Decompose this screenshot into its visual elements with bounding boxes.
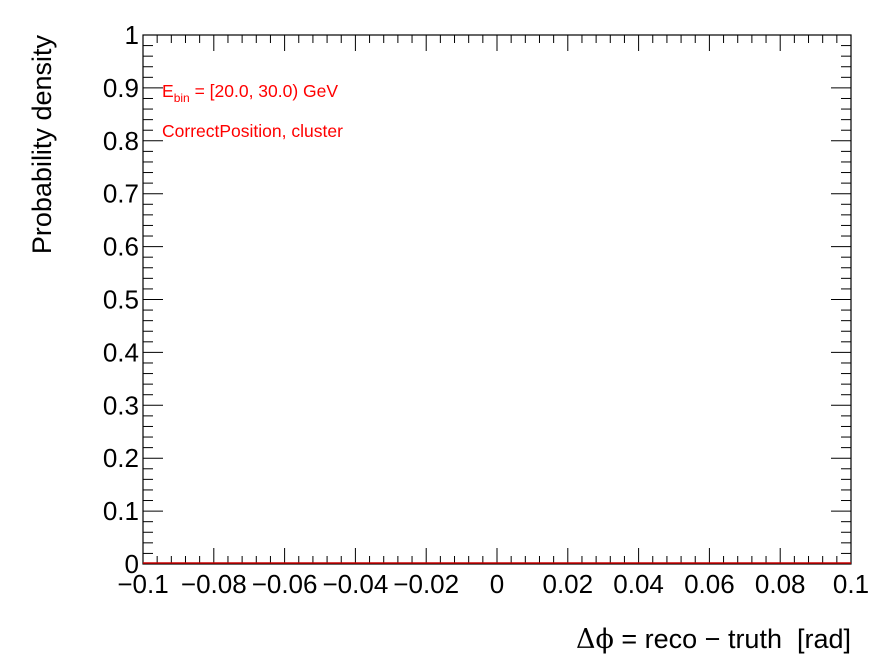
x-tick-label: 0.1 — [833, 569, 869, 599]
y-tick-label: 0.2 — [103, 443, 139, 473]
x-tick-label: 0.04 — [613, 569, 664, 599]
y-tick-label: 0.1 — [103, 496, 139, 526]
x-tick-label: −0.04 — [323, 569, 389, 599]
x-tick-label: 0.08 — [755, 569, 806, 599]
x-tick-label: −0.08 — [181, 569, 247, 599]
y-tick-label: 0 — [125, 549, 139, 579]
x-axis-title-rest: = reco − truth [rad] — [614, 624, 851, 654]
x-axis-title: Δϕ = reco − truth [rad] — [576, 624, 851, 655]
axis-ticks — [142, 34, 852, 565]
y-axis-title: Probability density — [27, 35, 57, 255]
y-tick-label: 1 — [125, 20, 139, 50]
y-tick-label: 0.9 — [103, 73, 139, 103]
x-tick-label: −0.06 — [252, 569, 318, 599]
energy-symbol: E — [162, 81, 174, 101]
x-tick-label: 0.06 — [684, 569, 735, 599]
x-tick-label: −0.1 — [117, 569, 168, 599]
y-tick-labels: 0 0.1 0.2 0.3 0.4 0.5 0.6 0.7 0.8 0.9 1 — [103, 20, 139, 579]
energy-subscript: bin — [174, 91, 190, 105]
delta-phi-symbol: Δϕ — [576, 624, 614, 655]
y-tick-label: 0.3 — [103, 390, 139, 420]
y-tick-label: 0.4 — [103, 337, 139, 367]
y-tick-label: 0.7 — [103, 179, 139, 209]
energy-range: = [20.0, 30.0) GeV — [190, 81, 339, 101]
x-tick-label: −0.02 — [393, 569, 459, 599]
energy-bin-annotation: Ebin = [20.0, 30.0) GeV — [162, 81, 338, 105]
method-annotation: CorrectPosition, cluster — [162, 121, 343, 141]
x-tick-labels: −0.1 −0.08 −0.06 −0.04 −0.02 0 0.02 0.04 0.06 0.0… — [117, 569, 869, 599]
x-tick-label: 0 — [490, 569, 504, 599]
x-tick-label: 0.02 — [542, 569, 593, 599]
y-tick-label: 0.6 — [103, 232, 139, 262]
y-tick-label: 0.8 — [103, 126, 139, 156]
y-tick-label: 0.5 — [103, 285, 139, 315]
